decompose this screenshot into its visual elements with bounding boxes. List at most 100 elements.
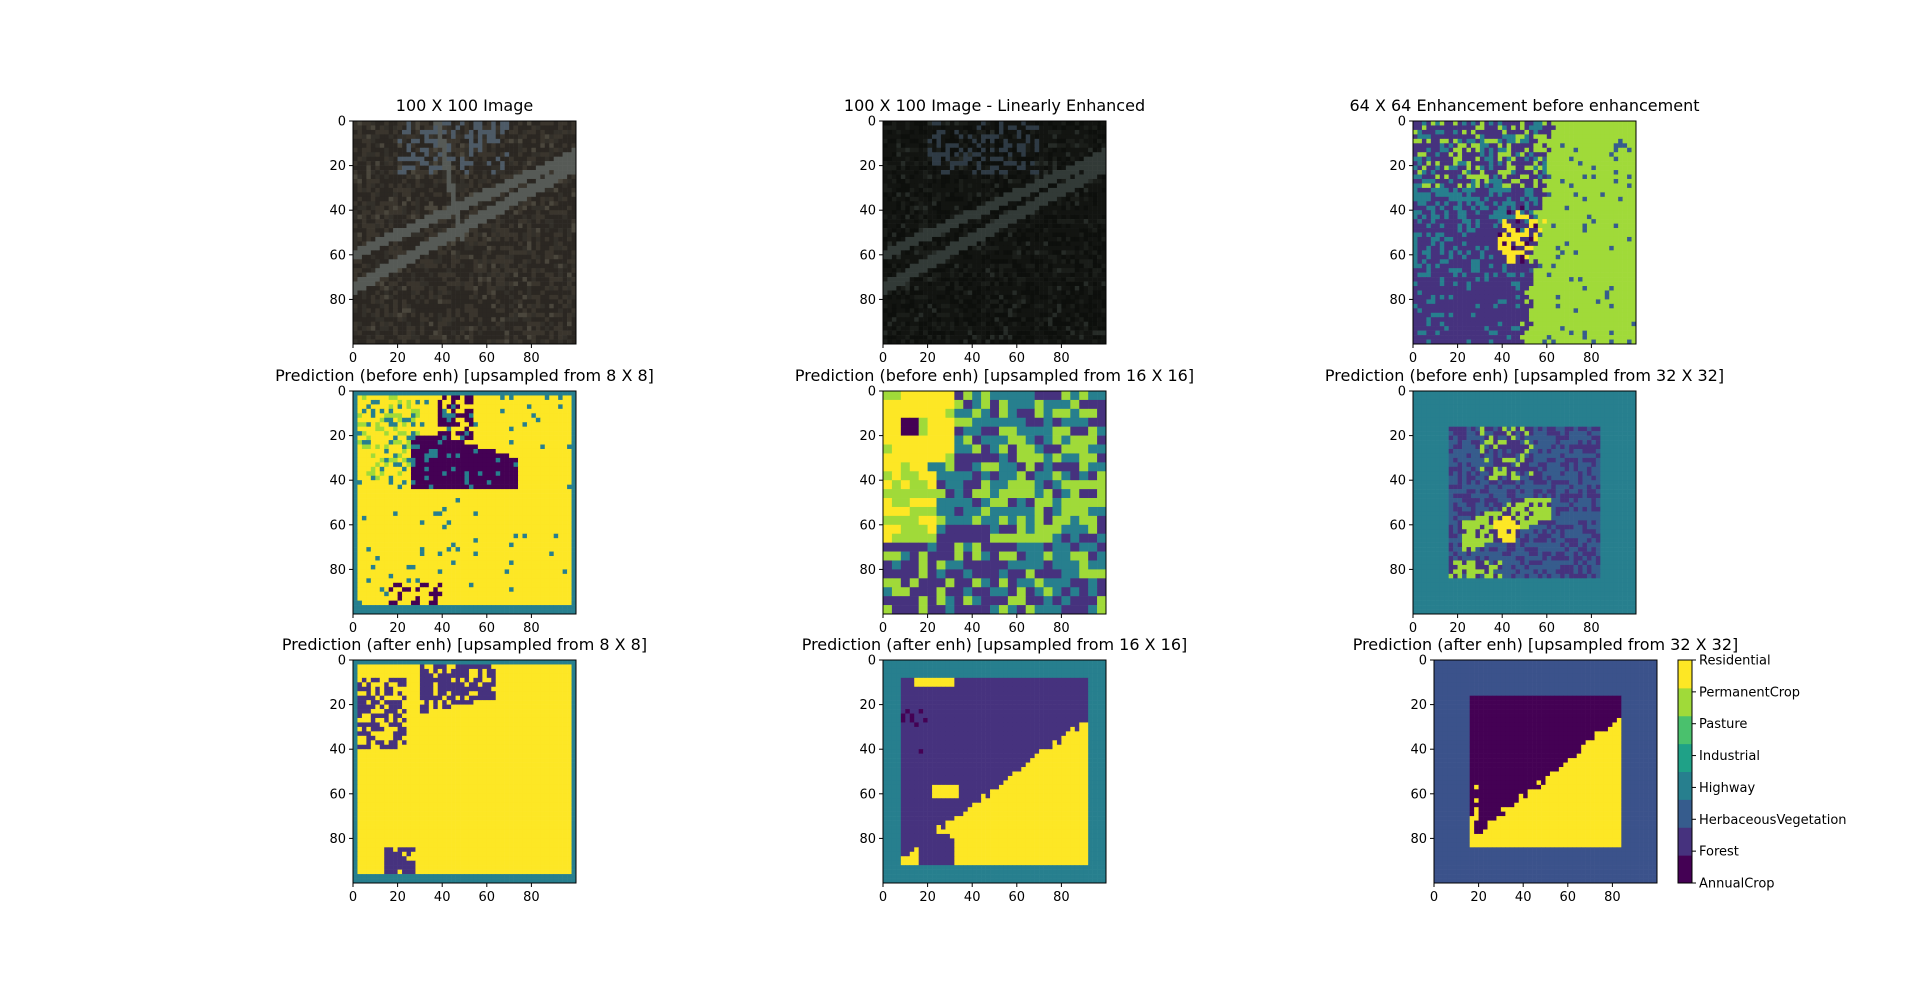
raster-cell: [504, 272, 510, 278]
raster-cell: [509, 196, 514, 202]
raster-cell: [905, 286, 911, 291]
raster-cell: [433, 286, 439, 291]
raster-cell: [366, 241, 372, 247]
raster-cell: [1039, 161, 1044, 166]
raster-cell: [571, 121, 577, 126]
raster-cell: [410, 335, 416, 340]
raster-cell: [567, 245, 572, 251]
raster-cell: [1039, 317, 1044, 322]
raster-cell: [366, 161, 372, 166]
raster-cell: [460, 277, 465, 282]
raster-cell: [936, 143, 942, 149]
raster-cell: [397, 294, 403, 300]
raster-cell: [549, 250, 554, 256]
raster-cell: [896, 250, 902, 256]
raster-cell: [437, 192, 443, 198]
raster-cell: [402, 147, 407, 153]
raster-cell: [544, 134, 550, 140]
raster-cell: [460, 339, 465, 345]
raster-cell: [972, 232, 977, 238]
raster-cell: [1034, 312, 1040, 318]
raster-cell: [482, 161, 488, 166]
raster-cell: [1039, 236, 1044, 242]
raster-cell: [558, 236, 563, 242]
raster-cell: [509, 308, 514, 314]
raster-cell: [1083, 201, 1089, 207]
raster-cell: [1074, 196, 1080, 202]
raster-cell: [914, 143, 919, 149]
raster-cell: [366, 272, 372, 278]
raster-cell: [504, 254, 510, 260]
raster-cell: [361, 165, 367, 171]
raster-cell: [1039, 187, 1044, 193]
raster-cell: [985, 134, 991, 140]
raster-cell: [491, 129, 497, 135]
raster-cell: [544, 299, 550, 305]
raster-cell: [460, 245, 465, 251]
raster-cell: [985, 268, 991, 273]
raster-cell: [900, 192, 906, 198]
raster-cell: [366, 312, 372, 318]
raster-cell: [918, 259, 924, 265]
raster-cell: [486, 187, 492, 193]
raster-cell: [562, 147, 568, 153]
raster-cell: [1065, 183, 1071, 189]
raster-cell: [366, 286, 372, 291]
raster-cell: [1043, 152, 1049, 157]
raster-cell: [998, 259, 1004, 265]
raster-cell: [518, 161, 523, 166]
raster-cell: [976, 129, 982, 135]
raster-cell: [540, 290, 546, 296]
raster-cell: [1079, 125, 1084, 131]
raster-cell: [949, 330, 955, 336]
raster-cell: [558, 326, 563, 331]
raster-cell: [990, 138, 995, 144]
raster-cell: [522, 317, 528, 322]
raster-cell: [375, 219, 381, 224]
raster-cell: [1012, 196, 1018, 202]
raster-cell: [353, 308, 358, 314]
raster-cell: [1056, 312, 1062, 318]
raster-cell: [451, 121, 456, 126]
raster-cell: [981, 317, 986, 322]
raster-cell: [549, 272, 554, 278]
raster-cell: [985, 205, 991, 211]
raster-cell: [896, 286, 902, 291]
raster-cell: [366, 147, 372, 153]
raster-cell: [1048, 299, 1053, 305]
raster-cell: [900, 183, 906, 189]
raster-cell: [887, 165, 893, 171]
raster-cell: [522, 138, 528, 144]
raster-cell: [406, 236, 412, 242]
raster-cell: [954, 330, 960, 336]
raster-cell: [976, 254, 982, 260]
raster-cell: [451, 138, 456, 144]
raster-cell: [1097, 335, 1102, 340]
raster-cell: [540, 205, 546, 211]
raster-cell: [549, 312, 554, 318]
raster-cell: [990, 125, 995, 131]
raster-cell: [976, 281, 982, 287]
raster-cell: [442, 156, 447, 162]
raster-cell: [571, 268, 577, 273]
raster-cell: [562, 121, 568, 126]
raster-cell: [522, 250, 528, 256]
raster-cell: [940, 214, 946, 220]
raster-cell: [1034, 277, 1040, 282]
raster-cell: [976, 201, 982, 207]
raster-cell: [460, 223, 465, 229]
raster-cell: [896, 129, 902, 135]
raster-cell: [932, 147, 937, 153]
raster-cell: [932, 254, 937, 260]
raster-cell: [428, 156, 434, 162]
raster-cell: [1025, 178, 1031, 184]
raster-cell: [495, 161, 501, 166]
raster-cell: [958, 161, 964, 166]
raster-cell: [495, 232, 501, 238]
raster-cell: [896, 228, 902, 233]
raster-cell: [896, 161, 902, 166]
raster-cell: [1048, 290, 1053, 296]
raster-cell: [526, 134, 532, 140]
raster-cell: [914, 138, 919, 144]
raster-cell: [419, 138, 425, 144]
